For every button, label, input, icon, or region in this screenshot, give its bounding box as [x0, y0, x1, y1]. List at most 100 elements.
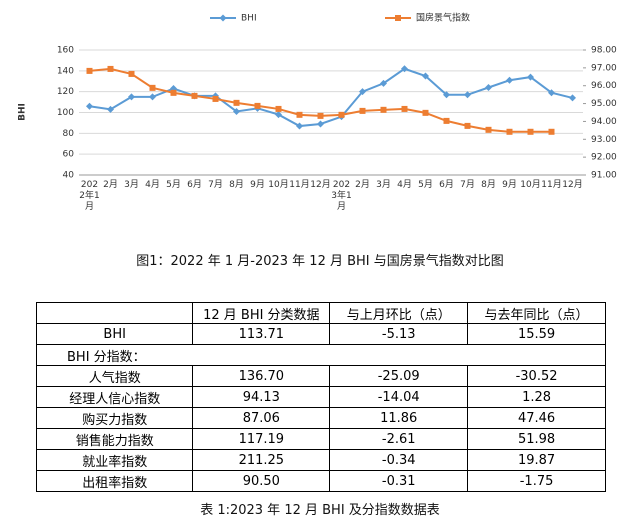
- x-tick-label: 5月: [418, 180, 433, 190]
- data-point: [485, 84, 492, 91]
- data-point: [548, 89, 555, 97]
- data-point: [548, 128, 555, 135]
- data-point: [128, 70, 135, 77]
- x-tick-label: 9月: [250, 180, 265, 190]
- y2-tick-label: 92.00: [591, 153, 617, 163]
- table-cell: 211.25: [192, 449, 331, 471]
- table-cell: -2.61: [329, 428, 469, 450]
- data-point: [569, 94, 576, 102]
- legend-marker: [219, 14, 227, 22]
- table-cell: 94.13: [192, 386, 331, 408]
- table-cell: 与上月环比（点）: [329, 302, 469, 324]
- data-point: [359, 107, 366, 114]
- table-cell: BHI 分指数：: [36, 344, 606, 366]
- data-point: [506, 128, 513, 135]
- table-cell: 11.86: [329, 407, 469, 429]
- figure-caption: 图1：2022 年 1 月-2023 年 12 月 BHI 与国房景气指数对比图: [136, 254, 504, 269]
- data-point: [464, 91, 471, 99]
- table-cell: -30.52: [467, 365, 606, 387]
- y-tick-label: 160: [57, 46, 74, 56]
- data-point: [401, 105, 408, 112]
- data-point: [254, 102, 261, 109]
- table-cell: 90.50: [192, 470, 331, 492]
- x-tick-label: 10月: [520, 180, 541, 190]
- table-cell: 出租率指数: [35, 470, 194, 492]
- legend-marker: [395, 15, 401, 21]
- data-point: [149, 84, 156, 91]
- data-point: [212, 95, 219, 102]
- table-cell: 117.19: [192, 428, 331, 450]
- table-cell: -0.34: [329, 449, 469, 471]
- data-point: [380, 106, 387, 113]
- table-row: 销售能力指数 117.19 -2.61 51.98: [35, 428, 606, 450]
- x-tick-label: 6月: [439, 180, 454, 190]
- x-tick-label: 4月: [145, 180, 160, 190]
- x-tick-label: 3月: [124, 180, 139, 190]
- y2-tick-label: 91.00: [591, 171, 617, 181]
- table-caption: 表 1:2023 年 12 月 BHI 及分指数数据表: [200, 503, 440, 518]
- table-cell: BHI: [35, 323, 194, 345]
- x-tick-label: 12月: [310, 180, 331, 190]
- x-tick-label: 2022年1月: [79, 180, 100, 212]
- x-tick-label: 7月: [208, 180, 223, 190]
- data-point: [485, 126, 492, 133]
- data-point: [149, 93, 156, 101]
- table-cell: 人气指数: [35, 365, 194, 387]
- data-point: [233, 107, 240, 115]
- table-cell: 1.28: [467, 386, 606, 408]
- x-tick-label: 8月: [229, 180, 244, 190]
- series-line: [89, 67, 573, 128]
- table-cell: 15.59: [467, 323, 606, 345]
- data-point: [233, 99, 240, 106]
- table-cell: 113.71: [192, 323, 331, 345]
- legend-label: 国房景气指数: [416, 12, 470, 24]
- data-point: [464, 122, 471, 129]
- data-point: [380, 79, 387, 87]
- table-row: 12 月 BHI 分类数据 与上月环比（点） 与去年同比（点）: [35, 302, 606, 324]
- table-cell: 19.87: [467, 449, 606, 471]
- y2-tick-label: 96.00: [591, 81, 617, 91]
- table-cell: -1.75: [467, 470, 606, 492]
- data-point: [170, 89, 177, 96]
- data-point: [527, 128, 534, 135]
- y2-tick-label: 97.00: [591, 63, 617, 73]
- x-tick-label: 11月: [289, 180, 310, 190]
- table-row: 人气指数 136.70 -25.09 -30.52: [35, 365, 606, 387]
- data-point: [107, 65, 114, 72]
- data-table: 12 月 BHI 分类数据 与上月环比（点） 与去年同比（点） BHI 113.71 -5…: [35, 302, 606, 492]
- table-row: 经理人信心指数 94.13 -14.04 1.28: [35, 386, 606, 408]
- y2-tick-label: 93.00: [591, 135, 617, 145]
- table-cell: [35, 302, 194, 324]
- legend-label: BHI: [241, 14, 257, 24]
- x-tick-label: 12月: [562, 180, 583, 190]
- table-row: 出租率指数 90.50 -0.31 -1.75: [35, 470, 606, 492]
- data-point: [359, 88, 366, 96]
- x-tick-label: 8月: [481, 180, 496, 190]
- data-point: [443, 91, 450, 99]
- table-row: BHI 分指数：: [36, 344, 606, 366]
- table-row: 购买力指数 87.06 11.86 47.46: [35, 407, 606, 429]
- table-cell: 就业率指数: [35, 449, 194, 471]
- x-tick-label: 2月: [103, 180, 118, 190]
- y-tick-label: 140: [57, 66, 74, 76]
- table-cell: 12 月 BHI 分类数据: [192, 302, 331, 324]
- table-cell: 经理人信心指数: [35, 386, 194, 408]
- data-point: [191, 92, 198, 99]
- table-cell: -14.04: [329, 386, 469, 408]
- data-point: [296, 111, 303, 118]
- table-cell: -25.09: [329, 365, 469, 387]
- table-row: 就业率指数 211.25 -0.34 19.87: [35, 449, 606, 471]
- data-point: [443, 117, 450, 124]
- data-point: [338, 111, 345, 118]
- table-cell: 与去年同比（点）: [467, 302, 606, 324]
- table-cell: -5.13: [329, 323, 469, 345]
- x-tick-label: 3月: [376, 180, 391, 190]
- data-point: [422, 109, 429, 116]
- table-cell: 87.06: [192, 407, 331, 429]
- table-cell: 销售能力指数: [35, 428, 194, 450]
- x-tick-label: 4月: [397, 180, 412, 190]
- table-cell: 136.70: [192, 365, 331, 387]
- table-cell: 51.98: [467, 428, 606, 450]
- y2-tick-label: 98.00: [591, 46, 617, 56]
- x-tick-label: 5月: [166, 180, 181, 190]
